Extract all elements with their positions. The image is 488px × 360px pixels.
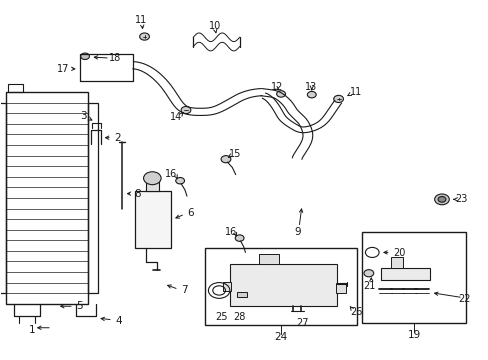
Circle shape bbox=[81, 53, 89, 59]
Circle shape bbox=[276, 91, 285, 97]
Text: 8: 8 bbox=[134, 189, 140, 199]
Bar bbox=[259, 253, 278, 264]
Circle shape bbox=[363, 270, 373, 277]
Text: 23: 23 bbox=[454, 194, 466, 204]
Text: 26: 26 bbox=[350, 307, 362, 317]
Text: 1: 1 bbox=[29, 325, 36, 334]
Circle shape bbox=[181, 107, 190, 114]
Bar bbox=[5, 92, 88, 304]
Text: 24: 24 bbox=[274, 332, 287, 342]
Text: 18: 18 bbox=[109, 53, 121, 63]
Circle shape bbox=[140, 33, 149, 40]
Circle shape bbox=[143, 172, 161, 185]
Text: 15: 15 bbox=[228, 149, 241, 159]
Text: 14: 14 bbox=[170, 112, 182, 122]
Bar bbox=[361, 232, 466, 323]
Bar bbox=[8, 84, 22, 92]
Text: 19: 19 bbox=[407, 330, 420, 340]
Text: 11: 11 bbox=[135, 15, 147, 26]
Text: 13: 13 bbox=[305, 82, 317, 93]
Circle shape bbox=[434, 194, 448, 205]
Bar bbox=[380, 268, 429, 280]
Text: 27: 27 bbox=[295, 318, 307, 328]
Bar bbox=[0, 103, 5, 293]
Text: 4: 4 bbox=[115, 316, 122, 325]
Text: 25: 25 bbox=[214, 312, 227, 322]
Circle shape bbox=[175, 177, 184, 184]
Text: 9: 9 bbox=[294, 227, 301, 237]
Circle shape bbox=[333, 95, 343, 103]
Bar bbox=[88, 103, 98, 293]
Bar bbox=[390, 257, 402, 268]
Text: 5: 5 bbox=[76, 301, 83, 311]
Bar bbox=[237, 292, 246, 297]
Text: 16: 16 bbox=[165, 169, 177, 179]
Circle shape bbox=[437, 197, 445, 202]
Text: 21: 21 bbox=[363, 281, 375, 291]
Bar bbox=[205, 248, 356, 325]
Circle shape bbox=[221, 156, 230, 163]
Bar bbox=[335, 284, 345, 293]
Text: 6: 6 bbox=[187, 208, 194, 218]
Text: 2: 2 bbox=[114, 133, 121, 143]
Text: 10: 10 bbox=[209, 21, 221, 31]
Text: 7: 7 bbox=[181, 285, 187, 296]
Text: 12: 12 bbox=[270, 82, 282, 93]
Text: 20: 20 bbox=[392, 248, 405, 258]
Text: 3: 3 bbox=[80, 111, 87, 121]
Text: 17: 17 bbox=[57, 64, 69, 74]
Text: 28: 28 bbox=[233, 312, 245, 322]
Circle shape bbox=[235, 235, 244, 241]
Bar bbox=[229, 264, 336, 306]
Circle shape bbox=[307, 91, 316, 98]
Text: 16: 16 bbox=[224, 227, 237, 237]
Bar bbox=[135, 191, 171, 248]
Bar bbox=[222, 282, 231, 291]
Bar bbox=[145, 181, 158, 191]
Text: 22: 22 bbox=[458, 294, 470, 304]
Text: 11: 11 bbox=[349, 87, 361, 97]
